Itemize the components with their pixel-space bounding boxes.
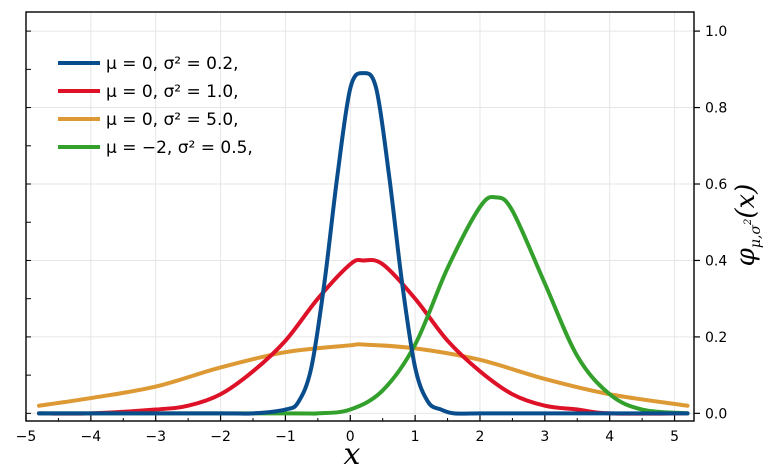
x-tick-label: 1 <box>411 429 420 445</box>
x-tick-label: 5 <box>670 429 679 445</box>
y-tick-label: 0.0 <box>705 406 727 422</box>
y-tick-label: 1.0 <box>705 24 727 40</box>
legend-label-1: μ = 0, σ² = 0.2, <box>106 54 239 74</box>
series-line-4 <box>36 194 690 416</box>
x-tick-label: −4 <box>81 429 102 445</box>
series-line-3 <box>36 342 690 408</box>
x-tick-label: 3 <box>540 429 549 445</box>
plot-frame <box>25 11 695 422</box>
x-tick-label: 4 <box>605 429 614 445</box>
legend-label-2: μ = 0, σ² = 1.0, <box>106 82 239 102</box>
x-tick-label: 2 <box>476 429 485 445</box>
x-axis-title: x <box>344 437 361 472</box>
series-line-1 <box>36 71 690 416</box>
legend-label-3: μ = 0, σ² = 5.0, <box>106 110 239 130</box>
y-axis-title-sup: 2 <box>743 219 754 226</box>
y-tick-label: 0.6 <box>705 177 727 193</box>
svg-text:φμ,σ2(x): φμ,σ2(x) <box>731 184 764 267</box>
y-tick-label: 0.4 <box>705 253 727 269</box>
y-axis-title-sub: μ,σ <box>748 225 764 249</box>
x-tick-label: −1 <box>275 429 296 445</box>
series-lines <box>36 71 690 416</box>
x-tick-label: −2 <box>210 429 231 445</box>
y-axis-title-main: φ <box>731 247 761 266</box>
y-tick-label: 0.2 <box>705 330 727 346</box>
legend-label-4: μ = −2, σ² = 0.5, <box>106 138 253 158</box>
axis-ticks <box>25 30 700 421</box>
x-tick-label: 0 <box>346 429 355 445</box>
tick-labels: −5 −4 −3 −2 −1 0 1 2 3 4 5 0.0 0.2 0.4 0.6 0.8 1.0 <box>16 24 728 445</box>
y-axis-title: φμ,σ2(x) <box>731 184 764 267</box>
y-axis-title-arg: (x) <box>731 184 761 219</box>
y-tick-label: 0.8 <box>705 101 727 117</box>
legend: μ = 0, σ² = 0.2, μ = 0, σ² = 1.0, μ = 0, σ… <box>58 54 253 158</box>
series-line-2 <box>36 257 690 416</box>
x-tick-label: −5 <box>16 429 37 445</box>
x-tick-label: −3 <box>145 429 166 445</box>
